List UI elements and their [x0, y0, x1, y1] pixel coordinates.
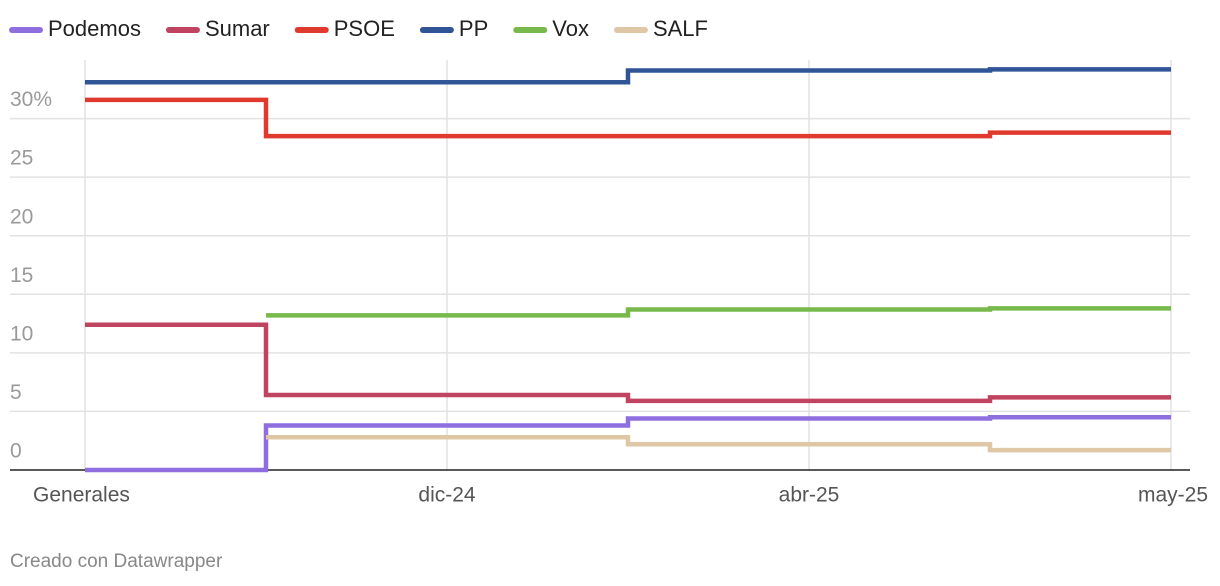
y-tick-label: 5	[10, 381, 22, 404]
x-tick-label: abr-25	[779, 484, 840, 507]
y-tick-label: 0	[10, 440, 22, 463]
legend-label: Podemos	[48, 16, 141, 41]
y-tick-label: 15	[10, 264, 33, 287]
y-tick-label: 25	[10, 147, 33, 170]
series-line	[266, 434, 1171, 453]
x-tick-label: Generales	[33, 484, 130, 507]
series-line	[266, 306, 1171, 318]
source-note: Creado con Datawrapper	[10, 551, 223, 572]
y-tick-label: 10	[10, 322, 33, 345]
series-line	[85, 97, 1171, 139]
y-tick-label: 20	[10, 205, 33, 228]
legend-label: Vox	[552, 16, 589, 41]
x-tick-label: dic-24	[418, 484, 476, 507]
series-line	[85, 67, 1171, 85]
series-line	[85, 415, 1171, 473]
legend-label: PSOE	[334, 16, 395, 41]
legend-label: PP	[459, 16, 488, 41]
y-tick-label: 30%	[10, 88, 52, 111]
legend-label: Sumar	[205, 16, 270, 41]
legend-label: SALF	[653, 16, 708, 41]
series-line	[85, 322, 1171, 404]
x-tick-label: may-25	[1138, 484, 1208, 507]
